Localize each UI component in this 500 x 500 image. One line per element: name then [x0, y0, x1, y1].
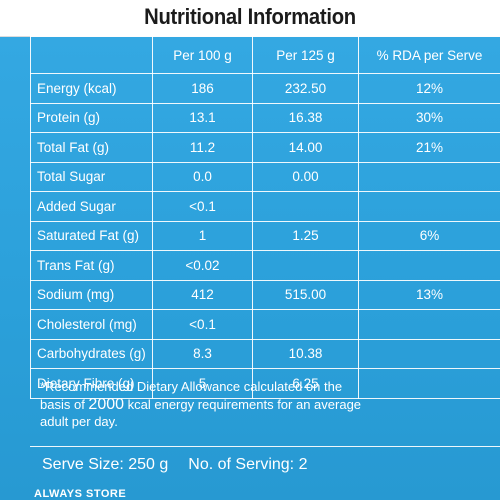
table-row: Dietary Fibre (g) 5 6.25 [30, 368, 500, 399]
nutrient-label: Protein (g) [30, 102, 153, 133]
rda-footnote: *Recommended Dietary Allowance calculate… [40, 378, 420, 431]
footnote-line-2: basis of 2000 kcal energy requirements f… [40, 396, 420, 414]
per-100g-value: 1 [152, 220, 253, 251]
nutrient-label: Sodium (mg) [30, 279, 153, 310]
per-125g-value: 232.50 [252, 73, 359, 104]
footnote-line-2-post: kcal energy requirements for an average [124, 396, 362, 412]
rda-value [358, 250, 500, 281]
title-bar: Nutritional Information [0, 0, 500, 37]
per-100g-value: 11.2 [152, 132, 253, 163]
header-per-125g: Per 125 g [252, 36, 359, 74]
table-row: Cholesterol (mg) <0.1 [30, 309, 500, 340]
nutrient-label: Saturated Fat (g) [30, 220, 153, 251]
table-row: Added Sugar <0.1 [30, 191, 500, 222]
serving-info: Serve Size: 250 g No. of Serving: 2 [42, 456, 307, 474]
nutrient-label: Total Sugar [30, 161, 153, 192]
table-header-row: Per 100 g Per 125 g % RDA per Serve [30, 36, 500, 74]
nutrient-label: Trans Fat (g) [30, 250, 153, 281]
nutrient-label: Total Fat (g) [30, 132, 153, 163]
nutrient-label: Energy (kcal) [30, 73, 153, 104]
per-125g-value: 515.00 [252, 279, 359, 310]
per-125g-value: 10.38 [252, 338, 359, 369]
per-125g-value: 14.00 [252, 132, 359, 163]
per-125g-value: 16.38 [252, 102, 359, 133]
table-row: Total Sugar 0.0 0.00 [30, 161, 500, 192]
per-125g-value: 0.00 [252, 161, 359, 192]
per-100g-value: <0.1 [152, 309, 253, 340]
table-row: Saturated Fat (g) 1 1.25 6% [30, 220, 500, 251]
per-100g-value: <0.02 [152, 250, 253, 281]
rda-value [358, 191, 500, 222]
rda-value [358, 161, 500, 192]
rda-value [358, 338, 500, 369]
rda-value: 30% [358, 102, 500, 133]
header-blank [30, 36, 153, 74]
per-100g-value: 8.3 [152, 338, 253, 369]
per-100g-value: 0.0 [152, 161, 253, 192]
footnote-kcal-value: 2000 [88, 395, 125, 413]
table-row: Trans Fat (g) <0.02 [30, 250, 500, 281]
table-row: Carbohydrates (g) 8.3 10.38 [30, 338, 500, 369]
header-per-100g: Per 100 g [152, 36, 253, 74]
rda-value: 6% [358, 220, 500, 251]
table-row: Sodium (mg) 412 515.00 13% [30, 279, 500, 310]
per-100g-value: 186 [152, 73, 253, 104]
storage-text: ALWAYS STORE [34, 488, 127, 500]
table-row: Protein (g) 13.1 16.38 30% [30, 102, 500, 133]
panel-title: Nutritional Information [144, 4, 356, 29]
rda-value: 13% [358, 279, 500, 310]
nutrient-label: Added Sugar [30, 191, 153, 222]
header-rda: % RDA per Serve [358, 36, 500, 74]
per-100g-value: 412 [152, 279, 253, 310]
table-row: Total Fat (g) 11.2 14.00 21% [30, 132, 500, 163]
per-125g-value [252, 250, 359, 281]
per-125g-value [252, 309, 359, 340]
footnote-line-2-pre: basis of [40, 396, 89, 412]
servings-count: No. of Serving: 2 [188, 456, 308, 473]
per-125g-value: 1.25 [252, 220, 359, 251]
nutrition-table: Per 100 g Per 125 g % RDA per Serve Ener… [30, 36, 500, 399]
footnote-line-3: adult per day. [40, 414, 118, 429]
serve-divider [30, 446, 500, 447]
per-100g-value: 13.1 [152, 102, 253, 133]
per-100g-value: 5 [152, 368, 253, 399]
serve-size: Serve Size: 250 g [42, 456, 169, 473]
nutrient-label: Carbohydrates (g) [30, 338, 153, 369]
rda-value: 12% [358, 73, 500, 104]
nutrient-label: Dietary Fibre (g) [30, 368, 153, 399]
rda-value [358, 368, 500, 399]
rda-value [358, 309, 500, 340]
per-100g-value: <0.1 [152, 191, 253, 222]
table-row: Energy (kcal) 186 232.50 12% [30, 73, 500, 104]
rda-value: 21% [358, 132, 500, 163]
nutrient-label: Cholesterol (mg) [30, 309, 153, 340]
per-125g-value [252, 191, 359, 222]
footnote-line-1: *Recommended Dietary Allowance calculate… [40, 379, 343, 394]
